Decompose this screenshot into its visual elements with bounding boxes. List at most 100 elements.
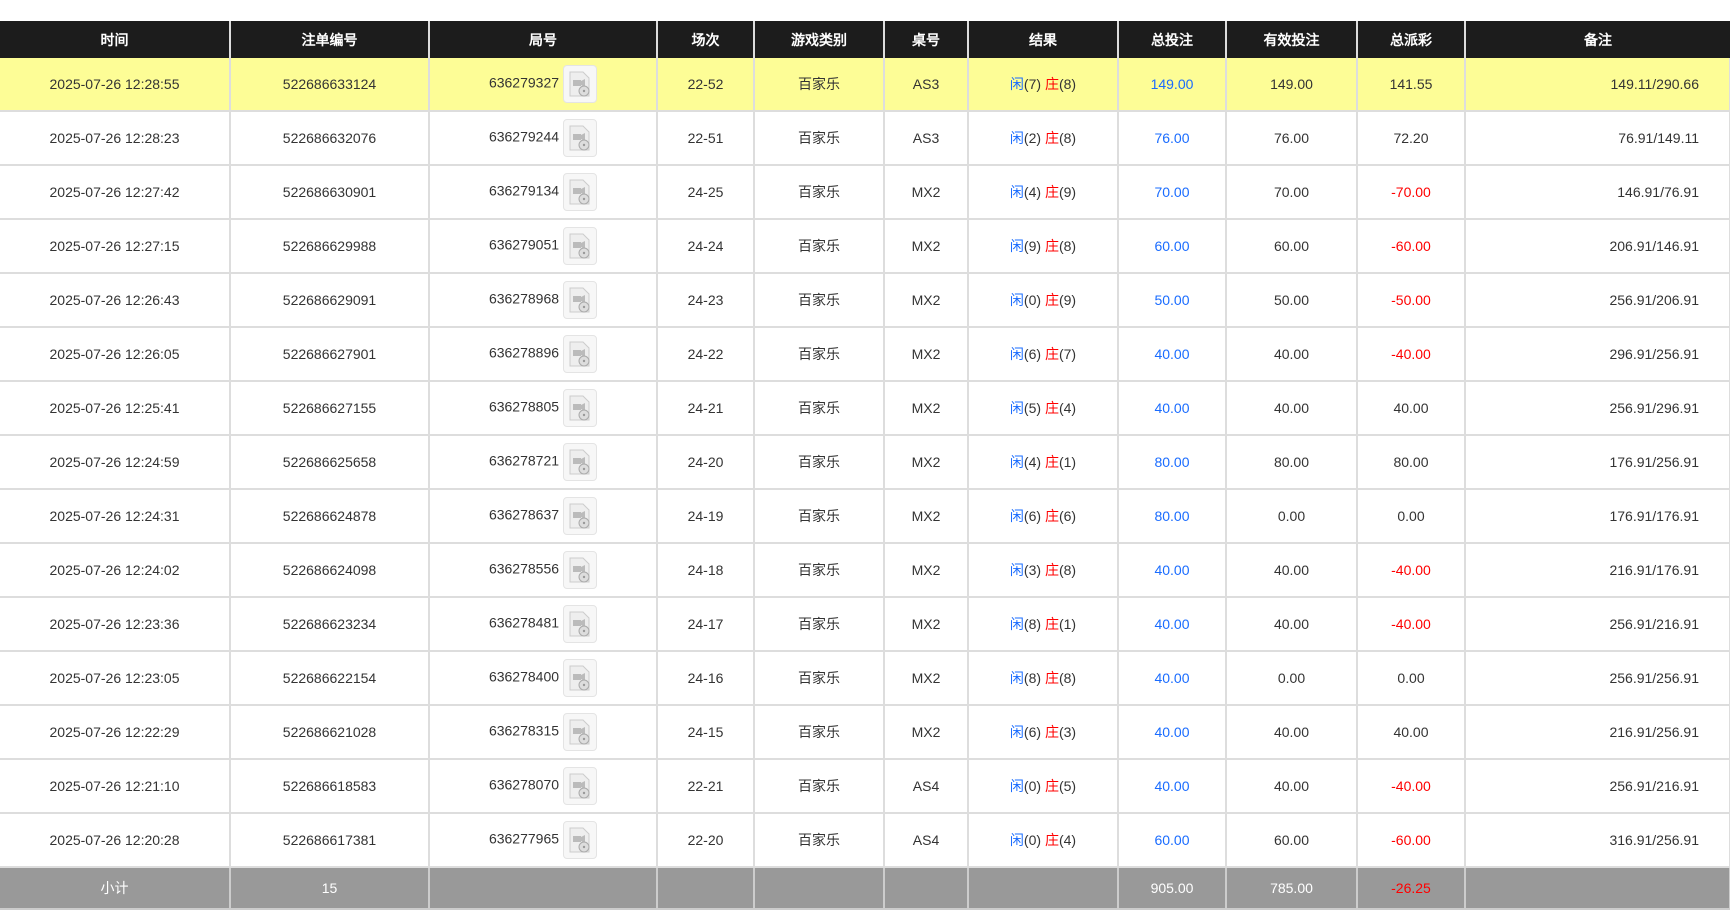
banker-score: (3) <box>1058 724 1077 740</box>
total-bet-cell: 80.00 <box>1117 489 1227 544</box>
bet-id-cell: 522686623234 <box>229 597 430 652</box>
player-score: (6) <box>1023 346 1042 362</box>
video-replay-icon[interactable] <box>563 659 598 697</box>
table-no-cell: MX2 <box>883 651 969 706</box>
result-cell: 闲(6) 庄(3) <box>967 705 1119 760</box>
video-replay-icon[interactable] <box>563 335 598 373</box>
video-replay-icon[interactable] <box>563 227 598 265</box>
bet-id-cell: 522686630901 <box>229 165 430 220</box>
total-bet-cell: 40.00 <box>1117 597 1227 652</box>
result-cell: 闲(3) 庄(8) <box>967 543 1119 598</box>
player-label: 闲 <box>1009 778 1024 794</box>
banker-label: 庄 <box>1044 346 1059 362</box>
time-cell: 2025-07-26 12:25:41 <box>0 381 231 436</box>
note-cell: 256.91/206.91 <box>1464 273 1730 328</box>
table-row: 2025-07-26 12:24:31 522686624878 636278637… <box>0 489 1730 544</box>
table-no-cell: AS4 <box>883 759 969 814</box>
video-replay-icon[interactable] <box>563 767 598 805</box>
table-no-cell: MX2 <box>883 327 969 382</box>
table-row: 2025-07-26 12:23:05 522686622154 636278400… <box>0 651 1730 706</box>
video-replay-icon[interactable] <box>563 119 598 157</box>
banker-label: 庄 <box>1044 292 1059 308</box>
payout-cell: 0.00 <box>1356 489 1466 544</box>
video-replay-icon[interactable] <box>563 281 598 319</box>
table-row: 2025-07-26 12:26:05 522686627901 636278896… <box>0 327 1730 382</box>
video-replay-icon[interactable] <box>563 173 598 211</box>
banker-score: (8) <box>1058 76 1077 92</box>
video-replay-icon[interactable] <box>563 497 598 535</box>
player-score: (2) <box>1023 130 1042 146</box>
time-cell: 2025-07-26 12:20:28 <box>0 813 231 868</box>
player-label: 闲 <box>1009 238 1024 254</box>
round-cell: 636278556 <box>428 543 658 598</box>
round-number: 636279327 <box>488 74 560 91</box>
player-score: (6) <box>1023 724 1042 740</box>
round-cell: 636278721 <box>428 435 658 490</box>
game-type-cell: 百家乐 <box>753 381 885 436</box>
table-row: 2025-07-26 12:27:15 522686629988 636279051… <box>0 219 1730 274</box>
table-no-cell: MX2 <box>883 273 969 328</box>
bet-id-cell: 522686618583 <box>229 759 430 814</box>
round-number: 636278481 <box>488 614 560 631</box>
table-no-cell: MX2 <box>883 381 969 436</box>
time-cell: 2025-07-26 12:28:23 <box>0 111 231 166</box>
table-row: 2025-07-26 12:23:36 522686623234 636278481… <box>0 597 1730 652</box>
video-replay-icon[interactable] <box>563 821 598 859</box>
video-replay-icon[interactable] <box>563 605 598 643</box>
video-replay-icon[interactable] <box>563 389 598 427</box>
video-replay-icon[interactable] <box>563 713 598 751</box>
note-cell: 216.91/176.91 <box>1464 543 1730 598</box>
time-cell: 2025-07-26 12:27:42 <box>0 165 231 220</box>
total-bet-cell: 40.00 <box>1117 327 1227 382</box>
time-cell: 2025-07-26 12:26:43 <box>0 273 231 328</box>
round-cell: 636278400 <box>428 651 658 706</box>
player-label: 闲 <box>1009 292 1024 308</box>
time-cell: 2025-07-26 12:26:05 <box>0 327 231 382</box>
video-replay-icon[interactable] <box>563 65 598 103</box>
round-number: 636278315 <box>488 722 560 739</box>
note-cell: 256.91/216.91 <box>1464 759 1730 814</box>
banker-score: (8) <box>1058 670 1077 686</box>
player-score: (0) <box>1023 832 1042 848</box>
shoe-cell: 24-22 <box>656 327 755 382</box>
bet-records-table: 时间 注单编号 局号 场次 游戏类别 桌号 结果 总投注 有效投注 总派彩 备注 2025-07-2… <box>0 21 1730 910</box>
total-bet-cell: 76.00 <box>1117 111 1227 166</box>
round-cell: 636279134 <box>428 165 658 220</box>
game-type-cell: 百家乐 <box>753 111 885 166</box>
player-label: 闲 <box>1009 562 1024 578</box>
note-cell: 256.91/296.91 <box>1464 381 1730 436</box>
time-cell: 2025-07-26 12:27:15 <box>0 219 231 274</box>
valid-bet-cell: 70.00 <box>1225 165 1358 220</box>
shoe-cell: 22-20 <box>656 813 755 868</box>
video-replay-icon[interactable] <box>563 443 598 481</box>
round-cell: 636279244 <box>428 111 658 166</box>
column-header-game-type: 游戏类别 <box>753 21 884 58</box>
banker-label: 庄 <box>1044 778 1059 794</box>
banker-score: (7) <box>1058 346 1077 362</box>
banker-score: (6) <box>1058 508 1077 524</box>
column-header-bet-id: 注单编号 <box>229 21 429 58</box>
time-cell: 2025-07-26 12:22:29 <box>0 705 231 760</box>
empty-cell <box>1464 867 1730 910</box>
round-cell: 636278805 <box>428 381 658 436</box>
valid-bet-cell: 149.00 <box>1225 58 1358 112</box>
column-header-total-payout: 总派彩 <box>1356 21 1465 58</box>
round-cell: 636278637 <box>428 489 658 544</box>
shoe-cell: 24-21 <box>656 381 755 436</box>
column-header-result: 结果 <box>967 21 1118 58</box>
note-cell: 256.91/256.91 <box>1464 651 1730 706</box>
table-row: 2025-07-26 12:24:02 522686624098 636278556… <box>0 543 1730 598</box>
player-score: (8) <box>1023 670 1042 686</box>
banker-label: 庄 <box>1044 400 1059 416</box>
banker-score: (1) <box>1058 454 1077 470</box>
note-cell: 149.11/290.66 <box>1464 58 1730 112</box>
table-no-cell: MX2 <box>883 435 969 490</box>
total-bet-cell: 40.00 <box>1117 381 1227 436</box>
note-cell: 256.91/216.91 <box>1464 597 1730 652</box>
time-cell: 2025-07-26 12:24:59 <box>0 435 231 490</box>
video-replay-icon[interactable] <box>563 551 598 589</box>
total-bet-cell: 60.00 <box>1117 219 1227 274</box>
table-row: 2025-07-26 12:25:41 522686627155 636278805… <box>0 381 1730 436</box>
game-type-cell: 百家乐 <box>753 543 885 598</box>
bet-id-cell: 522686624878 <box>229 489 430 544</box>
